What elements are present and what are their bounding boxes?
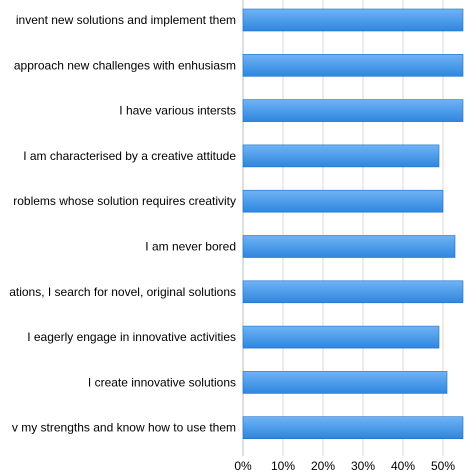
x-tick-label: 20%	[311, 459, 335, 473]
category-label: roblems whose solution requires creativi…	[13, 194, 236, 208]
x-tick-label: 10%	[271, 459, 295, 473]
category-label: I have various intersts	[119, 104, 236, 118]
category-label: invent new solutions and implement them	[16, 13, 236, 27]
bar	[242, 144, 440, 168]
category-label: I am never bored	[145, 240, 236, 254]
category-label: approach new challenges with enhusiasm	[14, 58, 236, 72]
bar	[242, 416, 464, 440]
bar	[242, 235, 456, 258]
category-label: I eagerly engage in innovative activitie…	[27, 330, 236, 344]
category-label: I create innovative solutions	[88, 375, 236, 389]
bar	[242, 53, 464, 77]
bar	[242, 280, 464, 304]
bar	[242, 189, 444, 213]
bar	[242, 371, 448, 394]
x-tick-label: 50%	[431, 459, 455, 473]
x-tick-label: 0%	[234, 459, 252, 473]
bar	[242, 8, 464, 32]
x-tick-label: 30%	[351, 459, 375, 473]
category-label: I am characterised by a creative attitud…	[23, 149, 236, 163]
category-labels: invent new solutions and implement them a…	[9, 13, 236, 435]
bar	[242, 325, 440, 349]
category-label: ations, I search for novel, original sol…	[9, 285, 236, 299]
bar	[242, 99, 464, 122]
category-label: v my strengths and know how to use them	[12, 421, 236, 435]
x-axis-ticks: 0% 10% 20% 30% 40% 50%	[234, 459, 455, 473]
x-tick-label: 40%	[391, 459, 415, 473]
bars	[242, 8, 464, 440]
